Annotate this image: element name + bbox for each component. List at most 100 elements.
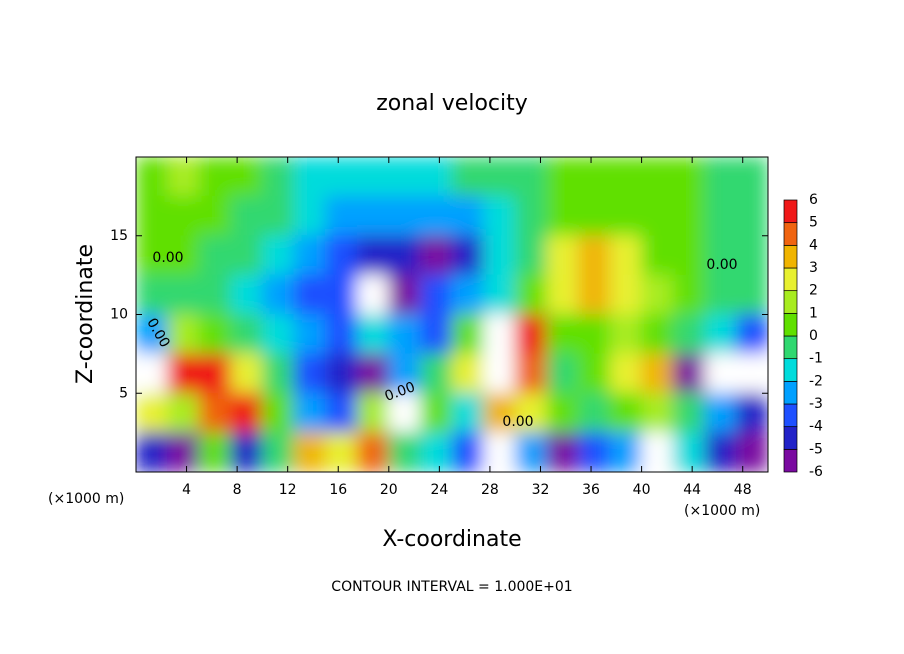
colorbar-label: -2: [809, 373, 823, 389]
field-cell: [167, 157, 200, 197]
field-cell: [419, 314, 453, 355]
field-cell: [451, 195, 485, 237]
field-cell: [577, 353, 611, 394]
field-cell: [641, 353, 674, 394]
field-cell: [483, 392, 516, 434]
field-cell: [483, 353, 516, 394]
colorbar-swatch: [783, 199, 798, 224]
field-cell: [514, 274, 548, 315]
field-cell: [609, 392, 643, 434]
field-cell: [356, 274, 390, 315]
field-cell: [167, 195, 200, 237]
colorbar-swatch: [783, 290, 798, 314]
field-cell: [136, 274, 169, 315]
field-cell: [641, 157, 674, 197]
field-cell: [483, 432, 516, 472]
field-cell: [198, 274, 232, 315]
field-cell: [198, 157, 232, 197]
field-cell: [704, 353, 737, 394]
field-cell: [419, 235, 453, 276]
colorbar-swatch: [783, 358, 798, 382]
field-cell: [230, 195, 263, 237]
field-cell: [230, 235, 263, 276]
field-cell: [293, 392, 327, 434]
field-cell: [261, 392, 295, 434]
field-cell: [356, 235, 390, 276]
field-cell: [388, 195, 421, 237]
field-cell: [546, 195, 579, 237]
colorbar-swatch: [783, 448, 798, 473]
field-cell: [356, 195, 390, 237]
field-cell: [167, 274, 200, 315]
field-cell: [514, 157, 548, 197]
field-cell: [198, 235, 232, 276]
field-cell: [419, 157, 453, 197]
field-cell: [325, 314, 358, 355]
field-cell: [388, 392, 421, 434]
field-cell: [704, 195, 737, 237]
field-cell: [293, 235, 327, 276]
field-cell: [451, 274, 485, 315]
field-cell: [577, 392, 611, 434]
x-tick-label: 44: [683, 482, 701, 498]
field-cell: [577, 157, 611, 197]
field-cell: [704, 274, 737, 315]
field-cell: [514, 432, 548, 472]
field-cell: [735, 157, 768, 197]
field-cell: [419, 195, 453, 237]
field-cell: [641, 314, 674, 355]
field-cell: [356, 157, 390, 197]
field-cell: [546, 353, 579, 394]
field-cell: [419, 432, 453, 472]
field-cell: [419, 392, 453, 434]
field-cell: [388, 274, 421, 315]
field-cell: [230, 157, 263, 197]
field-cell: [293, 195, 327, 237]
x-tick-label: 16: [329, 482, 347, 498]
field-cell: [136, 235, 169, 276]
field-cell: [293, 353, 327, 394]
field-cell: [483, 157, 516, 197]
field-cell: [230, 274, 263, 315]
field-cell: [136, 195, 169, 237]
field-cell: [451, 392, 485, 434]
field-cell: [356, 432, 390, 472]
field-cell: [672, 392, 706, 434]
field-cell: [356, 392, 390, 434]
colorbar-swatch: [783, 267, 798, 292]
field-cell: [609, 314, 643, 355]
colorbar-swatch: [783, 244, 798, 269]
field-cell: [419, 274, 453, 315]
field-cell: [198, 353, 232, 394]
field-cell: [293, 432, 327, 472]
colorbar-label: 1: [809, 305, 818, 321]
x-tick-label: 12: [279, 482, 297, 498]
field-cell: [546, 314, 579, 355]
field-cell: [356, 353, 390, 394]
x-unit: (×1000 m): [684, 503, 760, 519]
field-cell: [325, 353, 358, 394]
field-cell: [293, 157, 327, 197]
field-cell: [546, 235, 579, 276]
field-cell: [609, 432, 643, 472]
field-cell: [704, 157, 737, 197]
field-cell: [672, 195, 706, 237]
field-cell: [577, 314, 611, 355]
field-cell: [672, 235, 706, 276]
field-cell: [261, 314, 295, 355]
colorbar-swatch: [783, 335, 798, 360]
field-cell: [735, 274, 768, 315]
field-cell: [325, 195, 358, 237]
field-cell: [546, 392, 579, 434]
colorbar-label: -6: [809, 464, 823, 480]
y-unit: (×1000 m): [48, 491, 124, 507]
field-cell: [514, 314, 548, 355]
field-cell: [388, 432, 421, 472]
field-cell: [198, 392, 232, 434]
field-cell: [261, 432, 295, 472]
field-cell: [230, 392, 263, 434]
field-cell: [609, 353, 643, 394]
field-cell: [198, 195, 232, 237]
field-cell: [136, 392, 169, 434]
x-axis-title: X-coordinate: [382, 527, 521, 552]
